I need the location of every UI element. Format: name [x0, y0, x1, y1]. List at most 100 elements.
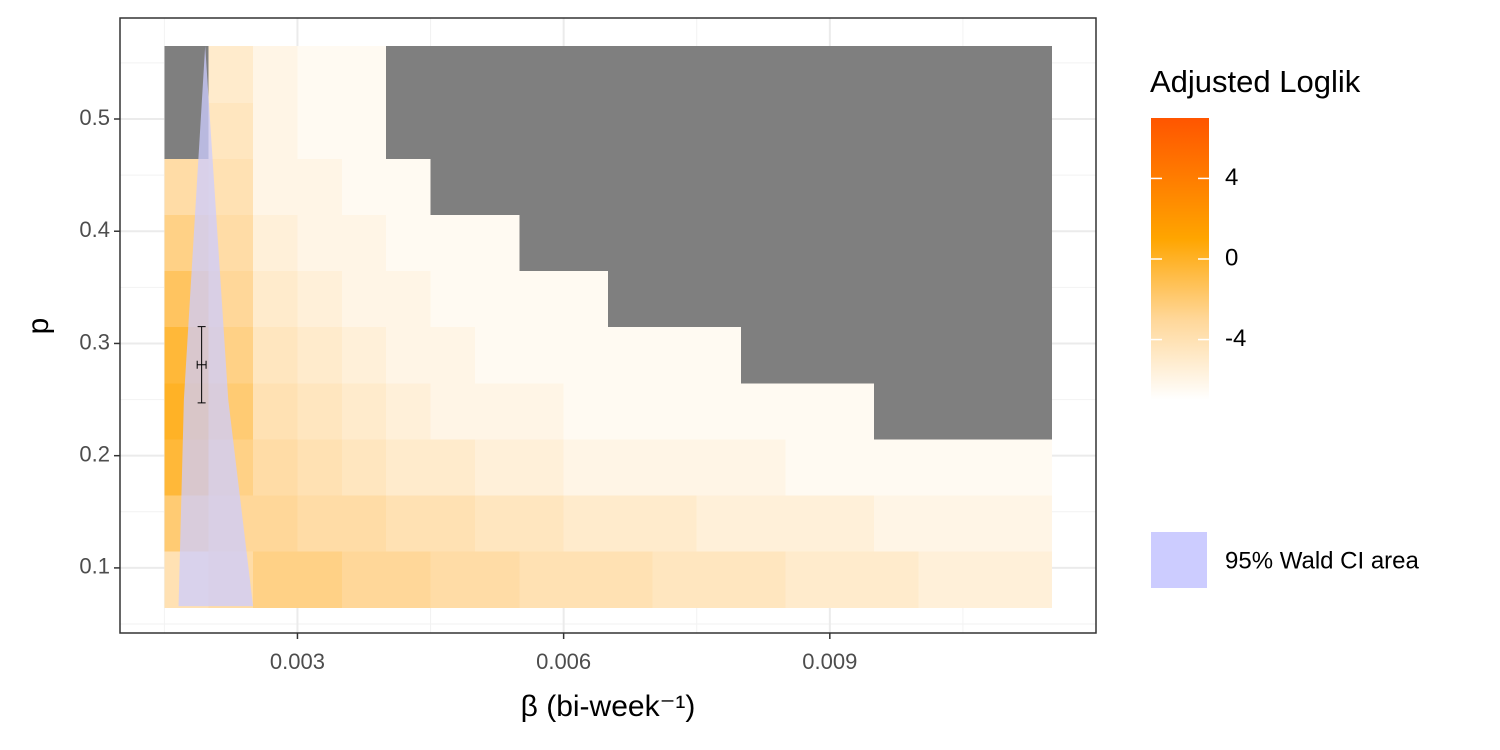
heat-cell	[519, 551, 565, 608]
heat-cell	[474, 158, 520, 215]
heat-cell	[297, 438, 343, 496]
heat-cell	[608, 551, 653, 608]
heat-cell	[962, 158, 1008, 215]
heat-cell	[962, 382, 1008, 440]
heat-cell	[829, 494, 875, 552]
heat-cell	[785, 214, 831, 272]
heat-cell	[741, 326, 787, 384]
heat-cell	[297, 494, 343, 552]
heat-cell	[386, 46, 432, 103]
heat-cell	[652, 382, 698, 440]
heat-cell	[341, 270, 387, 328]
heat-cell	[874, 270, 920, 328]
heat-cell	[386, 214, 432, 272]
heat-cell	[1007, 438, 1053, 496]
heat-cell	[652, 326, 698, 384]
y-axis-title: p	[22, 318, 55, 335]
heat-cell	[519, 102, 565, 159]
heat-cell	[829, 46, 875, 103]
heat-cell	[563, 270, 609, 328]
heat-cell	[474, 494, 520, 552]
y-tick-label: 0.4	[79, 217, 110, 242]
x-tick-label: 0.009	[802, 649, 857, 674]
heat-cell	[430, 494, 476, 552]
heat-cell	[696, 102, 742, 159]
heat-cell	[519, 270, 565, 328]
heat-cell	[563, 158, 609, 215]
heat-cell	[829, 158, 875, 215]
heat-cell	[1007, 551, 1053, 608]
heat-cell	[430, 270, 476, 328]
heat-cell	[430, 326, 476, 384]
heat-cell	[474, 270, 520, 328]
heat-cell	[741, 158, 787, 215]
heat-cell	[918, 326, 964, 384]
heat-cell	[608, 438, 653, 496]
heat-cell	[297, 551, 343, 608]
heat-cell	[696, 438, 742, 496]
heat-cell	[430, 214, 476, 272]
heat-cell	[741, 270, 787, 328]
heat-cell	[563, 214, 609, 272]
heat-cell	[519, 214, 565, 272]
heat-cell	[829, 551, 875, 608]
heat-cell	[652, 158, 698, 215]
heat-cell	[474, 214, 520, 272]
heat-cell	[918, 158, 964, 215]
heat-cell	[696, 494, 742, 552]
heat-cell	[386, 438, 432, 496]
heat-cell	[874, 382, 920, 440]
heat-cell	[874, 102, 920, 159]
heat-cell	[253, 551, 299, 608]
heat-cell	[386, 270, 432, 328]
heat-cell	[341, 551, 387, 608]
heat-cell	[386, 382, 432, 440]
heat-cell	[652, 46, 698, 103]
legend-key	[1151, 532, 1207, 588]
legend-label: 95% Wald CI area	[1225, 547, 1420, 574]
heat-cell	[519, 494, 565, 552]
heat-cell	[785, 382, 831, 440]
heat-cell	[474, 102, 520, 159]
heat-cell	[297, 326, 343, 384]
heat-cell	[741, 382, 787, 440]
heat-cell	[563, 551, 609, 608]
heat-cell	[874, 46, 920, 103]
heat-cell	[652, 270, 698, 328]
colorbar-tick-label: 0	[1225, 244, 1238, 271]
heat-cell	[208, 46, 254, 103]
heat-cell	[785, 438, 831, 496]
heat-cell	[474, 438, 520, 496]
heat-cell	[918, 46, 964, 103]
x-tick-label: 0.006	[536, 649, 591, 674]
y-tick-label: 0.2	[79, 441, 110, 466]
heat-cell	[297, 382, 343, 440]
heat-cell	[519, 382, 565, 440]
heat-cell	[341, 214, 387, 272]
heat-cell	[608, 326, 653, 384]
heat-cell	[696, 270, 742, 328]
heat-cell	[341, 46, 387, 103]
heat-cell	[962, 102, 1008, 159]
heat-cell	[164, 46, 210, 103]
heat-cell	[741, 102, 787, 159]
heat-cell	[341, 158, 387, 215]
heat-cell	[563, 438, 609, 496]
heat-cell	[918, 382, 964, 440]
heat-cell	[696, 326, 742, 384]
heat-cell	[297, 46, 343, 103]
heat-cell	[652, 102, 698, 159]
ci-area	[178, 46, 254, 607]
heat-cell	[741, 551, 787, 608]
heat-cell	[696, 382, 742, 440]
heat-cell	[874, 551, 920, 608]
heat-cell	[297, 270, 343, 328]
heat-cell	[1007, 326, 1053, 384]
heat-cell	[563, 494, 609, 552]
heat-cell	[1007, 158, 1053, 215]
heat-cell	[652, 551, 698, 608]
heat-cell	[918, 438, 964, 496]
heat-cell	[386, 158, 432, 215]
heat-cell	[208, 158, 254, 215]
